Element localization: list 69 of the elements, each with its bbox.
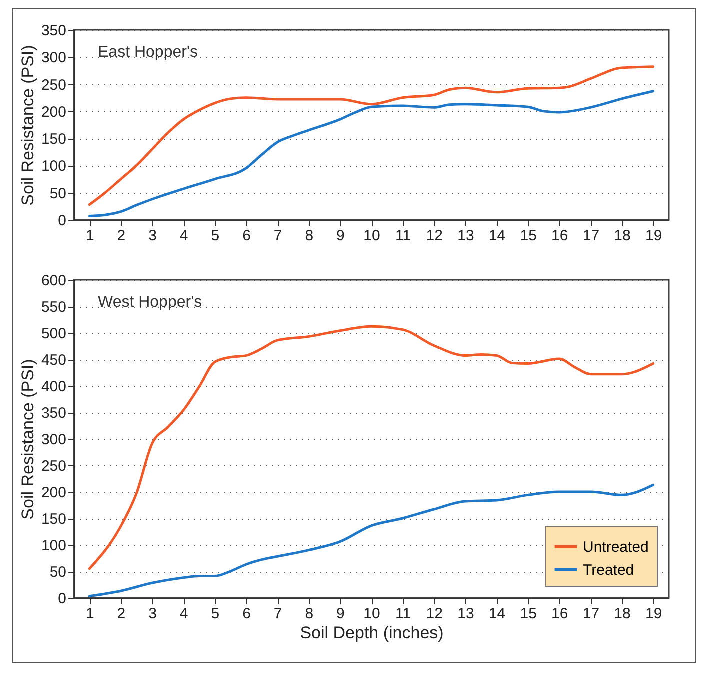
x-tick-label: 19: [646, 228, 662, 244]
x-tick-label: 8: [305, 606, 314, 622]
y-tick-label: 50: [50, 564, 66, 581]
legend-label: Untreated: [583, 539, 649, 556]
annotation: West Hopper's: [98, 294, 202, 311]
x-tick-label: 1: [86, 606, 94, 622]
legend-label: Treated: [583, 562, 634, 579]
x-tick-label: 5: [211, 228, 220, 244]
y-tick-label: 150: [41, 511, 66, 528]
annotation: East Hopper's: [98, 44, 198, 61]
x-tick-label: 9: [336, 228, 345, 244]
x-tick-label: 12: [426, 228, 443, 244]
y-tick-label: 200: [41, 484, 66, 502]
x-tick-label: 19: [646, 606, 662, 622]
x-tick-label: 2: [117, 228, 126, 244]
y-tick-label: 150: [41, 131, 66, 148]
x-tick-label: 17: [582, 228, 600, 244]
x-tick-label: 1: [86, 228, 94, 244]
y-tick-label: 350: [41, 405, 66, 422]
line-series: [88, 90, 655, 218]
x-tick-label: 16: [552, 228, 568, 244]
x-tick-label: 13: [458, 606, 474, 622]
x-tick-label: 4: [180, 228, 188, 244]
y-tick-label: 450: [41, 352, 66, 369]
x-tick-label: 11: [396, 606, 412, 622]
x-tick-label: 2: [117, 606, 126, 622]
y-tick-label: 200: [41, 104, 66, 121]
line-series: [88, 484, 655, 598]
x-tick-label: 10: [364, 228, 380, 244]
x-tick-label: 16: [552, 606, 568, 622]
x-tick-label: 17: [582, 606, 600, 622]
y-axis-title: Soil Resistance (PSI): [18, 359, 38, 520]
y-tick-label: 250: [41, 76, 66, 94]
y-tick-label: 50: [50, 185, 66, 202]
x-tick-label: 6: [242, 228, 251, 244]
y-tick-label: 400: [41, 378, 66, 396]
x-tick-label: 15: [520, 228, 537, 244]
x-tick-label: 7: [274, 606, 282, 622]
x-tick-label: 18: [614, 606, 631, 622]
x-tick-label: 18: [614, 228, 631, 244]
x-tick-label: 10: [364, 606, 380, 622]
x-tick-label: 3: [148, 228, 157, 244]
y-tick-label: 300: [41, 50, 66, 67]
x-tick-label: 8: [305, 228, 314, 244]
line-series: [88, 66, 655, 206]
y-tick-label: 350: [41, 22, 66, 40]
x-tick-label: 6: [242, 606, 251, 622]
y-tick-label: 300: [41, 432, 66, 448]
y-axis-title: Soil Resistance (PSI): [18, 45, 38, 206]
y-tick-label: 0: [58, 212, 66, 230]
x-axis-title: Soil Depth (inches): [300, 624, 444, 642]
y-tick-label: 250: [41, 458, 66, 475]
x-tick-label: 9: [336, 606, 345, 622]
x-tick-label: 12: [426, 606, 443, 622]
y-tick-label: 100: [41, 158, 66, 176]
x-tick-label: 4: [180, 606, 188, 622]
x-tick-label: 11: [396, 228, 412, 244]
x-tick-label: 5: [211, 606, 220, 622]
y-tick-label: 550: [41, 299, 66, 316]
y-tick-label: 600: [41, 272, 66, 290]
x-tick-label: 3: [148, 606, 157, 622]
x-tick-label: 7: [274, 228, 282, 244]
y-tick-label: 100: [41, 538, 66, 554]
y-tick-label: 500: [41, 326, 66, 342]
x-tick-label: 14: [488, 228, 506, 244]
x-tick-label: 14: [488, 606, 506, 622]
x-tick-label: 13: [458, 228, 474, 244]
x-tick-label: 15: [520, 606, 537, 622]
y-tick-label: 0: [58, 590, 66, 608]
